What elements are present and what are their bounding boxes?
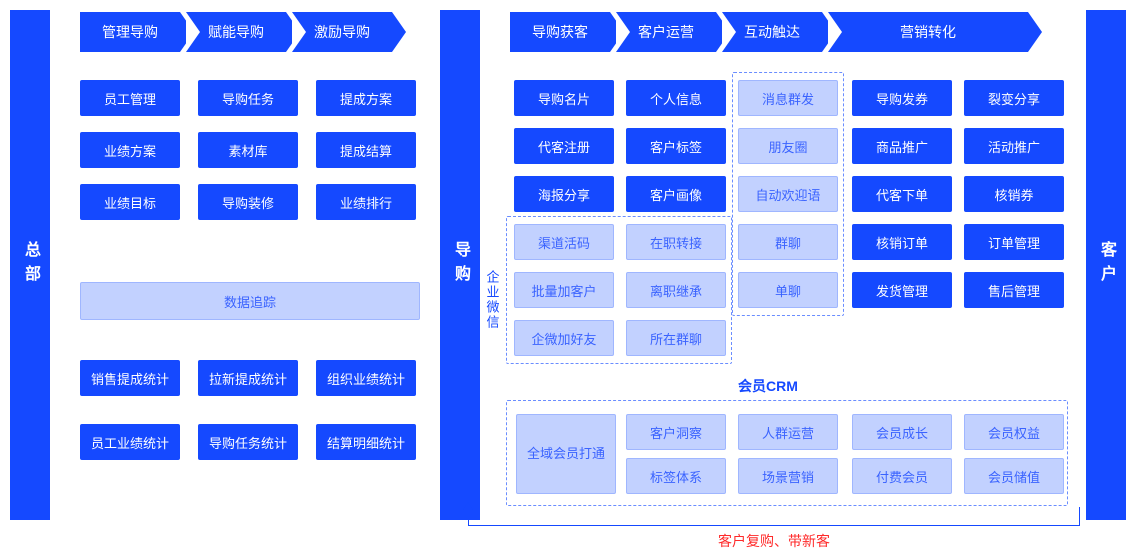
box-guide-card: 导购名片 xyxy=(514,80,614,116)
box-org-perf-stat: 组织业绩统计 xyxy=(316,360,416,396)
box-settle-detail-stat: 结算明细统计 xyxy=(316,424,416,460)
box-staff-mgmt: 员工管理 xyxy=(80,80,180,116)
tab-incent-guide: 激励导购 xyxy=(292,12,392,52)
box-poster-share: 海报分享 xyxy=(514,176,614,212)
tab-operate: 客户运营 xyxy=(616,12,716,52)
box-activity-promo: 活动推广 xyxy=(964,128,1064,164)
feedback-text: 客户复购、带新客 xyxy=(468,531,1080,551)
box-guide-decor: 导购装修 xyxy=(198,184,298,220)
box-aftersale-mgmt: 售后管理 xyxy=(964,272,1064,308)
box-member-growth: 会员成长 xyxy=(852,414,952,450)
box-proxy-reg: 代客注册 xyxy=(514,128,614,164)
box-sales-comm-stat: 销售提成统计 xyxy=(80,360,180,396)
box-commission-settle: 提成结算 xyxy=(316,132,416,168)
dash-qywx-group-1 xyxy=(506,216,732,364)
box-guide-task-stat: 导购任务统计 xyxy=(198,424,298,460)
box-order-mgmt: 订单管理 xyxy=(964,224,1064,260)
box-guide-coupon: 导购发券 xyxy=(852,80,952,116)
box-data-tracking: 数据追踪 xyxy=(80,282,420,320)
box-member-deposit: 会员储值 xyxy=(964,458,1064,494)
box-goods-promo: 商品推广 xyxy=(852,128,952,164)
box-personal-info: 个人信息 xyxy=(626,80,726,116)
box-guide-task: 导购任务 xyxy=(198,80,298,116)
tab-interact: 互动触达 xyxy=(722,12,822,52)
box-proxy-order: 代客下单 xyxy=(852,176,952,212)
tab-convert: 营销转化 xyxy=(828,12,1028,52)
box-ship-mgmt: 发货管理 xyxy=(852,272,952,308)
tab-enable-guide: 赋能导购 xyxy=(186,12,286,52)
pillar-hq: 总部 xyxy=(10,10,50,520)
crm-label: 会员CRM xyxy=(738,376,798,396)
tab-manage-guide: 管理导购 xyxy=(80,12,180,52)
box-fission-share: 裂变分享 xyxy=(964,80,1064,116)
box-paid-member: 付费会员 xyxy=(852,458,952,494)
box-cust-portrait: 客户画像 xyxy=(626,176,726,212)
pillar-guide: 导购 xyxy=(440,10,480,520)
box-verify-order: 核销订单 xyxy=(852,224,952,260)
box-cust-insight: 客户洞察 xyxy=(626,414,726,450)
box-material: 素材库 xyxy=(198,132,298,168)
box-omni-member: 全域会员打通 xyxy=(516,414,616,494)
arrow-row-right: 导购获客 客户运营 互动触达 营销转化 xyxy=(510,12,1028,52)
box-tag-system: 标签体系 xyxy=(626,458,726,494)
box-verify-coupon: 核销券 xyxy=(964,176,1064,212)
box-cust-tag: 客户标签 xyxy=(626,128,726,164)
box-perf-target: 业绩目标 xyxy=(80,184,180,220)
arrow-row-left: 管理导购 赋能导购 激励导购 xyxy=(80,12,392,52)
box-perf-rank: 业绩排行 xyxy=(316,184,416,220)
dash-qywx-group-2 xyxy=(732,72,844,316)
diagram-root: 总部 导购 客户 企业微信 管理导购 赋能导购 激励导购 导购获客 客户运营 互… xyxy=(0,0,1136,558)
box-new-comm-stat: 拉新提成统计 xyxy=(198,360,298,396)
box-scene-market: 场景营销 xyxy=(738,458,838,494)
box-crowd-ops: 人群运营 xyxy=(738,414,838,450)
pillar-customer: 客户 xyxy=(1086,10,1126,520)
box-perf-plan: 业绩方案 xyxy=(80,132,180,168)
pillar-qywx: 企业微信 xyxy=(483,240,501,360)
box-commission-plan: 提成方案 xyxy=(316,80,416,116)
box-staff-perf-stat: 员工业绩统计 xyxy=(80,424,180,460)
feedback-arrow: 客户复购、带新客 xyxy=(468,525,1080,547)
tab-acquire: 导购获客 xyxy=(510,12,610,52)
box-member-rights: 会员权益 xyxy=(964,414,1064,450)
